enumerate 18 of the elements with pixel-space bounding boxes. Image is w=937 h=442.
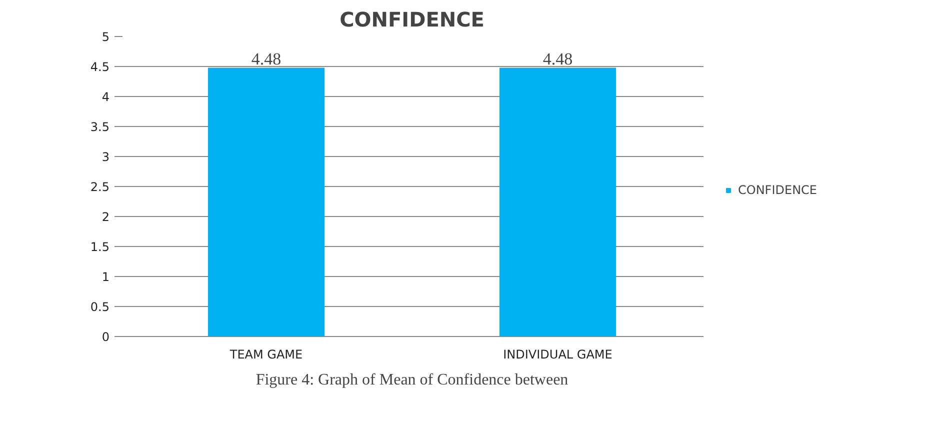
caption: Figure 4: Graph of Mean of Confidence between: [256, 372, 568, 388]
y-tick-label: 2.5: [90, 180, 110, 194]
legend-label: CONFIDENCE: [738, 182, 818, 196]
y-tick-label: 4: [102, 90, 110, 104]
y-tick-label: 2: [102, 210, 110, 224]
y-tick-label: 3.5: [90, 120, 110, 134]
y-tick-label: 5: [102, 30, 110, 44]
chart-title: CONFIDENCE: [340, 8, 484, 32]
y-tick-label: 1: [102, 270, 110, 284]
data-label: 4.48: [542, 50, 573, 69]
y-tick-label: 4.5: [90, 60, 110, 74]
y-tick-label: 3: [102, 150, 110, 164]
x-tick-label: INDIVIDUAL GAME: [503, 348, 612, 362]
y-tick-label: 0.5: [90, 300, 110, 314]
data-label: 4.48: [251, 50, 282, 69]
x-tick-label: TEAM GAME: [228, 348, 303, 362]
y-tick-label: 0: [102, 330, 110, 344]
y-tick-label: 1.5: [90, 240, 110, 254]
